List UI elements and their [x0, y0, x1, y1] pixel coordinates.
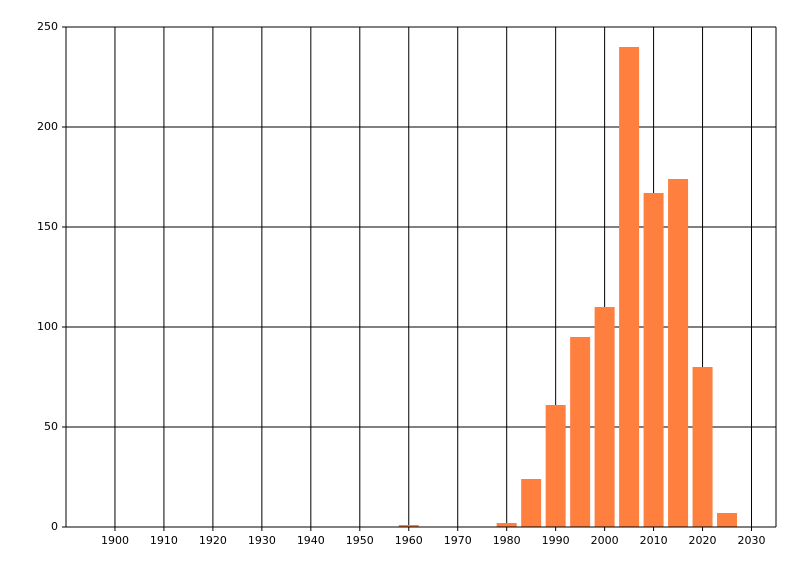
bar [643, 193, 664, 527]
x-tick-label: 1940 [297, 534, 325, 547]
bar [668, 179, 689, 527]
bar [692, 367, 713, 527]
y-tick-label: 150 [37, 220, 58, 233]
x-tick-label: 1980 [493, 534, 521, 547]
x-tick-label: 1930 [248, 534, 276, 547]
x-tick-label: 1960 [395, 534, 423, 547]
bar [521, 479, 542, 527]
y-tick-label: 250 [37, 20, 58, 33]
x-tick-label: 1990 [542, 534, 570, 547]
x-tick-label: 2020 [689, 534, 717, 547]
y-tick-label: 0 [51, 520, 58, 533]
x-tick-label: 2000 [591, 534, 619, 547]
bar [594, 307, 615, 527]
y-tick-label: 100 [37, 320, 58, 333]
bar [496, 523, 517, 527]
x-tick-label: 2010 [640, 534, 668, 547]
x-tick-label: 2030 [738, 534, 766, 547]
y-tick-label: 50 [44, 420, 58, 433]
x-tick-label: 1920 [199, 534, 227, 547]
bar [619, 47, 640, 527]
x-tick-label: 1910 [150, 534, 178, 547]
x-tick-label: 1970 [444, 534, 472, 547]
x-tick-label: 1900 [101, 534, 129, 547]
x-tick-label: 1950 [346, 534, 374, 547]
y-tick-label: 200 [37, 120, 58, 133]
bar [398, 525, 419, 527]
bar [570, 337, 591, 527]
bar [545, 405, 566, 527]
bar [717, 513, 738, 527]
